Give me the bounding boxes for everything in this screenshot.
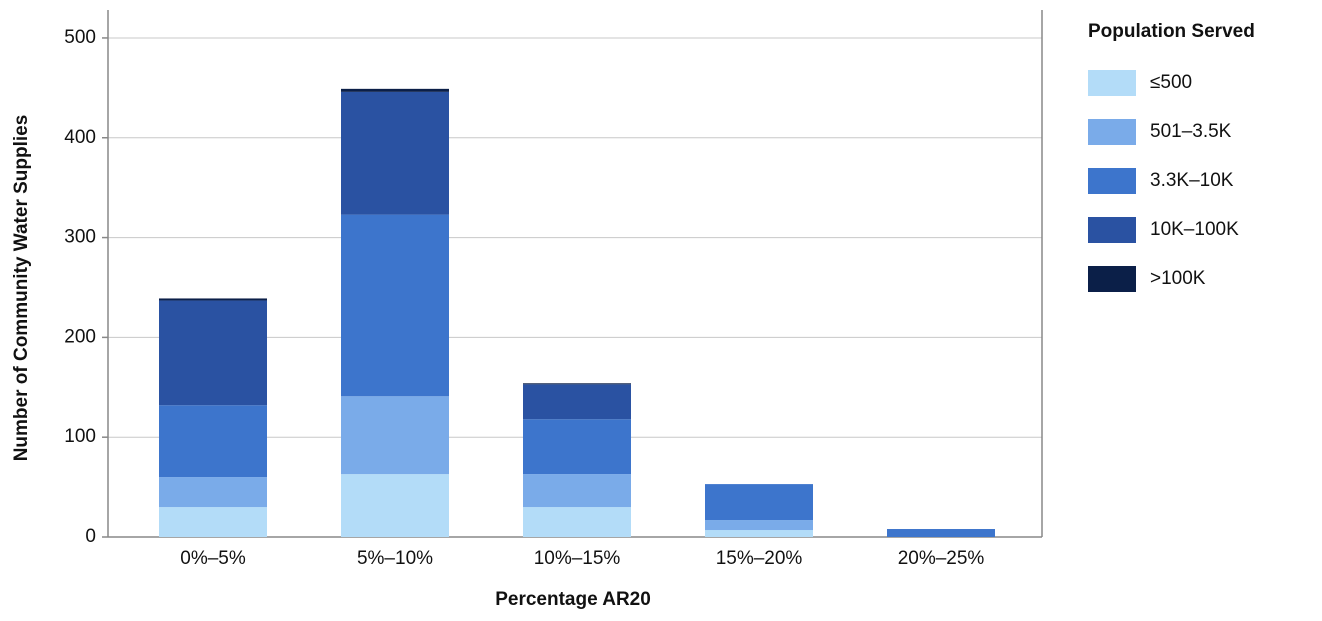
bar-segment [705,530,813,537]
x-tick-label: 0%–5% [180,548,246,569]
y-tick-label: 400 [64,127,96,148]
legend-label: 501–3.5K [1150,121,1232,142]
bar-segment [341,214,449,397]
legend-swatch [1088,168,1136,194]
bar-segment [523,419,631,475]
legend-label: >100K [1150,268,1206,289]
x-tick-label: 15%–20% [716,548,803,569]
y-tick-label: 300 [64,227,96,248]
y-tick-label: 0 [85,526,96,547]
bar-segment [523,507,631,537]
bar-segment [705,484,813,521]
bar-segment [341,91,449,215]
y-tick-label: 200 [64,326,96,347]
legend-swatch [1088,119,1136,145]
legend-title: Population Served [1088,21,1255,42]
legend-label: 10K–100K [1150,219,1239,240]
bar-segment [159,507,267,537]
y-tick-label: 500 [64,27,96,48]
bar-segment [523,383,631,385]
bar-segment [887,529,995,537]
legend-label: 3.3K–10K [1150,170,1234,191]
bar-segment [705,520,813,531]
bar-segment [523,384,631,420]
legend-swatch [1088,217,1136,243]
legend-label: ≤500 [1150,72,1192,93]
bar-segment [159,477,267,508]
bar-segment [159,300,267,406]
x-axis-label: Percentage AR20 [495,589,651,610]
x-tick-label: 10%–15% [534,548,621,569]
legend-swatch [1088,70,1136,96]
bar-segment [523,474,631,508]
bar-segment [341,396,449,475]
bar-segment [341,88,449,92]
bar-segment [341,474,449,537]
x-tick-label: 20%–25% [898,548,985,569]
bar-segment [159,298,267,301]
legend-swatch [1088,266,1136,292]
x-tick-label: 5%–10% [357,548,433,569]
y-tick-label: 100 [64,426,96,447]
bar-segment [159,405,267,478]
y-axis-label: Number of Community Water Supplies [11,115,32,462]
